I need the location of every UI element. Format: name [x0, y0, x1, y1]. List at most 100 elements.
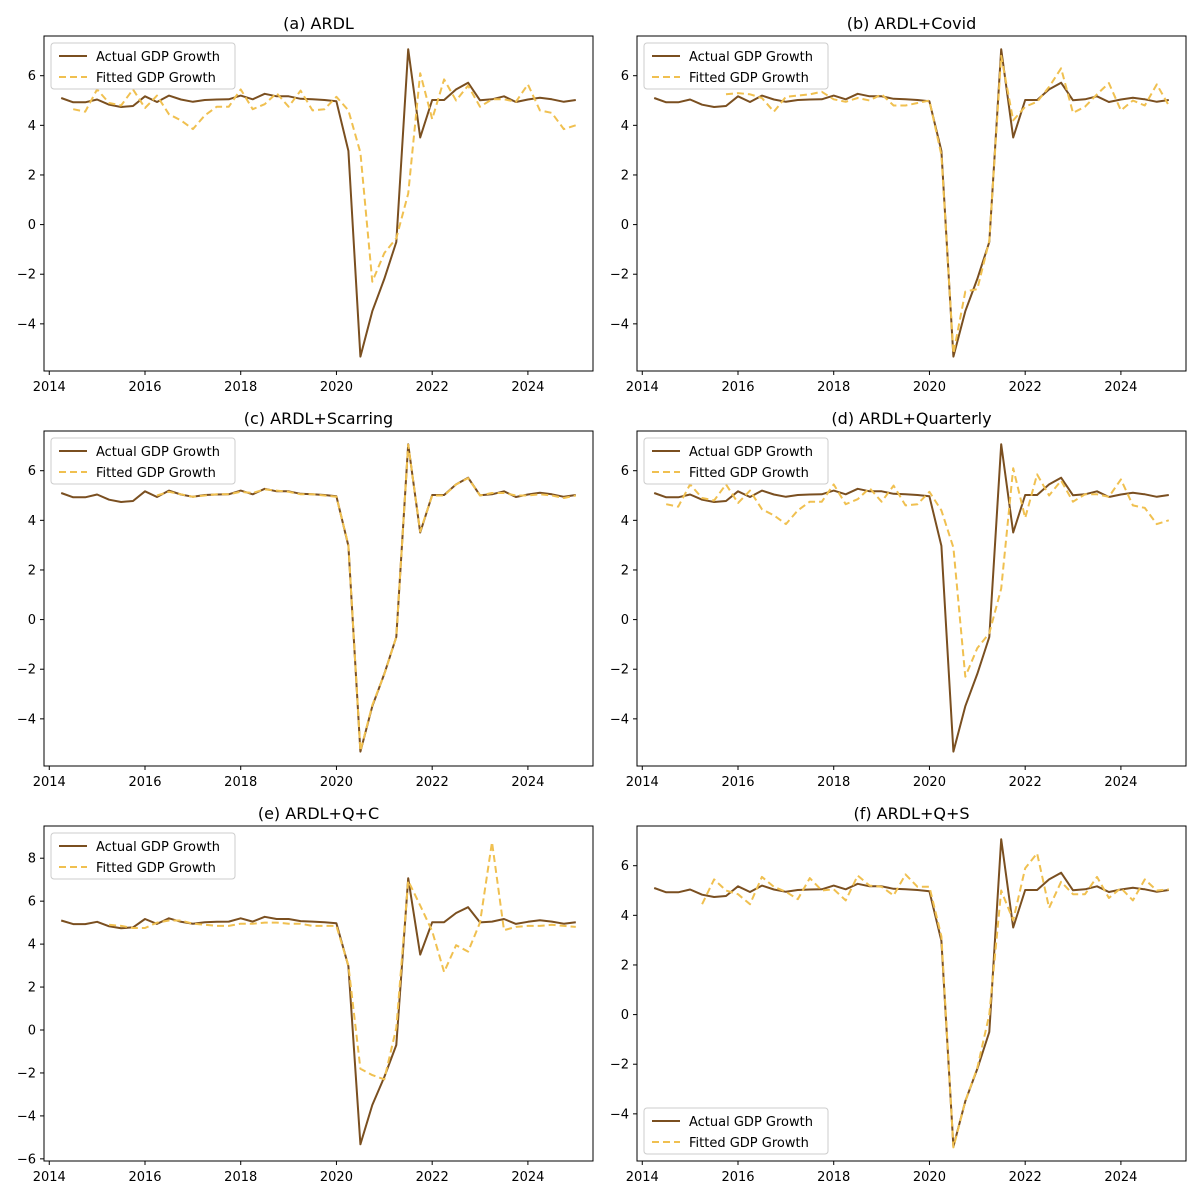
fitted-gdp-line	[156, 443, 577, 753]
y-tick-label: −4	[17, 317, 36, 332]
y-tick-label: 6	[28, 895, 36, 910]
y-tick-label: 2	[621, 168, 629, 183]
y-tick-label: 4	[28, 514, 36, 529]
legend-fitted-label: Fitted GDP Growth	[96, 861, 216, 876]
y-tick-label: 8	[28, 852, 36, 867]
x-tick-label: 2022	[1009, 380, 1042, 395]
legend-actual-label: Actual GDP Growth	[96, 50, 220, 65]
subplot-5: (e) ARDL+Q+C 2014 2016 2018 2020 2022 2024 −6 −4…	[17, 804, 594, 1185]
y-tick-label: 0	[621, 1008, 629, 1023]
y-tick-label: −6	[17, 1152, 36, 1167]
subplot-6: (f) ARDL+Q+S 2014 2016 2018 2020 2022 2024 −4 −2…	[610, 804, 1187, 1185]
y-tick-label: −4	[610, 712, 629, 727]
x-tick-label: 2014	[626, 775, 659, 790]
actual-gdp-line	[60, 877, 576, 1146]
legend-box	[643, 437, 829, 485]
legend: Actual GDP Growth Fitted GDP Growth	[643, 42, 829, 90]
y-tick-label: 6	[621, 859, 629, 874]
actual-gdp-line	[653, 838, 1169, 1148]
x-tick-label: 2022	[416, 380, 449, 395]
subplot-title: (c) ARDL+Scarring	[244, 409, 393, 428]
legend-actual-label: Actual GDP Growth	[689, 445, 813, 460]
y-tick-label: 6	[28, 464, 36, 479]
x-tick-label: 2018	[224, 775, 257, 790]
y-tick-label: 4	[621, 514, 629, 529]
legend-box	[643, 42, 829, 90]
y-tick-label: 2	[621, 563, 629, 578]
x-tick-label: 2018	[224, 1170, 257, 1185]
legend-fitted-label: Fitted GDP Growth	[96, 71, 216, 86]
x-tick-label: 2020	[913, 1170, 946, 1185]
subplot-1: (a) ARDL 2014 2016 2018 2020 2022 2024 −4 −2 0 2 4 6…	[17, 14, 594, 395]
subplot-title: (f) ARDL+Q+S	[853, 804, 969, 823]
subplot-2: (b) ARDL+Covid 2014 2016 2018 2020 2022 2024 −4…	[610, 14, 1187, 395]
y-tick-label: 0	[621, 218, 629, 233]
y-tick-label: −2	[610, 663, 629, 678]
axes-frame	[43, 825, 594, 1162]
legend: Actual GDP Growth Fitted GDP Growth	[50, 42, 236, 90]
x-tick-label: 2020	[913, 775, 946, 790]
y-tick-label: 4	[621, 119, 629, 134]
axes-frame	[636, 825, 1187, 1162]
y-tick-label: −2	[17, 663, 36, 678]
fitted-gdp-line	[665, 467, 1170, 678]
actual-gdp-line	[653, 48, 1169, 358]
y-tick-label: −2	[17, 268, 36, 283]
legend-box	[643, 1107, 829, 1155]
x-tick-label: 2014	[33, 380, 66, 395]
y-tick-label: 0	[28, 1024, 36, 1039]
axes-frame	[636, 430, 1187, 767]
subplot-title: (e) ARDL+Q+C	[258, 804, 379, 823]
actual-gdp-line	[60, 443, 576, 753]
y-tick-label: −4	[17, 712, 36, 727]
x-tick-label: 2016	[128, 380, 161, 395]
y-tick-label: −4	[17, 1109, 36, 1124]
x-tick-label: 2022	[1009, 775, 1042, 790]
x-tick-label: 2016	[721, 775, 754, 790]
y-tick-label: 6	[28, 69, 36, 84]
legend-actual-label: Actual GDP Growth	[96, 445, 220, 460]
x-tick-label: 2014	[626, 1170, 659, 1185]
legend-fitted-label: Fitted GDP Growth	[689, 71, 809, 86]
x-tick-label: 2016	[721, 1170, 754, 1185]
y-tick-label: 0	[28, 613, 36, 628]
legend-box	[50, 832, 236, 880]
legend-box	[50, 42, 236, 90]
subplot-title: (a) ARDL	[283, 14, 354, 33]
x-tick-label: 2020	[320, 1170, 353, 1185]
legend-fitted-label: Fitted GDP Growth	[689, 466, 809, 481]
x-tick-label: 2014	[33, 775, 66, 790]
axes-frame	[43, 35, 594, 372]
x-tick-label: 2016	[128, 1170, 161, 1185]
y-tick-label: 4	[621, 909, 629, 924]
x-tick-label: 2024	[1104, 775, 1137, 790]
x-tick-label: 2020	[320, 775, 353, 790]
x-tick-label: 2014	[33, 1170, 66, 1185]
x-tick-label: 2020	[913, 380, 946, 395]
legend: Actual GDP Growth Fitted GDP Growth	[50, 832, 236, 880]
x-tick-label: 2024	[511, 380, 544, 395]
y-tick-label: −2	[610, 268, 629, 283]
legend-actual-label: Actual GDP Growth	[689, 50, 813, 65]
x-tick-label: 2022	[416, 775, 449, 790]
y-tick-label: 2	[28, 563, 36, 578]
y-tick-label: 2	[28, 981, 36, 996]
x-tick-label: 2024	[511, 775, 544, 790]
x-tick-label: 2024	[1104, 380, 1137, 395]
y-tick-label: −4	[610, 317, 629, 332]
legend-actual-label: Actual GDP Growth	[96, 840, 220, 855]
x-tick-label: 2018	[224, 380, 257, 395]
x-tick-label: 2022	[1009, 1170, 1042, 1185]
legend: Actual GDP Growth Fitted GDP Growth	[643, 1107, 829, 1155]
axes-frame	[636, 35, 1187, 372]
legend: Actual GDP Growth Fitted GDP Growth	[643, 437, 829, 485]
axes-frame	[43, 430, 594, 767]
x-tick-label: 2016	[128, 775, 161, 790]
legend-fitted-label: Fitted GDP Growth	[96, 466, 216, 481]
y-tick-label: 2	[28, 168, 36, 183]
x-tick-label: 2022	[416, 1170, 449, 1185]
x-tick-label: 2014	[626, 380, 659, 395]
